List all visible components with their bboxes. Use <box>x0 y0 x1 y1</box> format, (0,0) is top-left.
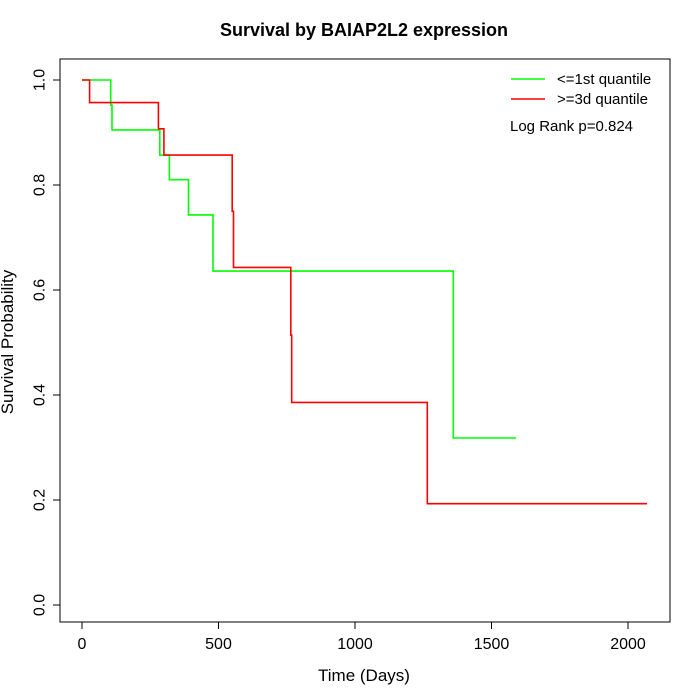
legend-label-0: <=1st quantile <box>557 71 651 88</box>
chart-title: Survival by BAIAP2L2 expression <box>220 20 508 40</box>
series-line-0 <box>82 79 517 439</box>
series-layer <box>82 79 648 505</box>
y-axis: 0.0 0.2 0.4 0.6 0.8 1.0 <box>32 69 61 616</box>
x-tick-label: 2000 <box>610 636 646 653</box>
series-line-1 <box>82 79 648 505</box>
x-tick-label: 500 <box>205 636 232 653</box>
legend-label-1: >=3d quantile <box>557 91 648 108</box>
x-tick-label: 1000 <box>337 636 373 653</box>
plot-frame <box>59 58 671 623</box>
y-tick-label: 1.0 <box>32 69 49 91</box>
x-axis-label: Time (Days) <box>318 666 410 685</box>
y-tick-label: 0.2 <box>32 489 49 511</box>
y-tick-label: 0.6 <box>32 279 49 301</box>
x-axis: 0 500 1000 1500 2000 <box>78 621 646 653</box>
x-tick-label: 0 <box>78 636 87 653</box>
y-axis-label: Survival Probability <box>0 269 17 414</box>
log-rank-annotation: Log Rank p=0.824 <box>510 118 633 135</box>
y-tick-label: 0.0 <box>32 594 49 616</box>
x-tick-label: 1500 <box>474 636 510 653</box>
y-tick-label: 0.8 <box>32 174 49 196</box>
legend: <=1st quantile >=3d quantile <box>511 71 651 108</box>
y-tick-label: 0.4 <box>32 384 49 406</box>
